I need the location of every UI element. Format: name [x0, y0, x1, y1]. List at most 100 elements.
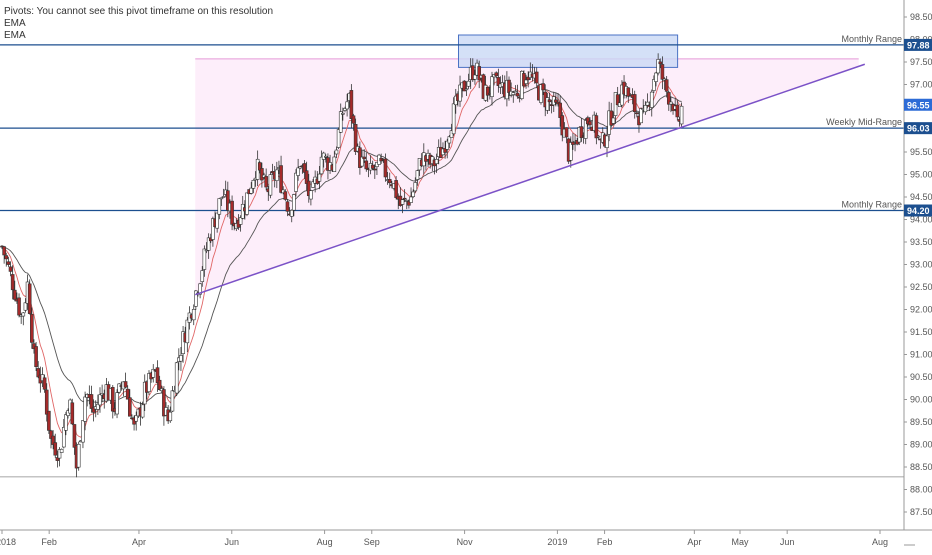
- pivots-legend[interactable]: Pivots: You cannot see this pivot timefr…: [4, 6, 274, 17]
- price-tick-label: 95.50: [910, 147, 932, 157]
- candle-body: [411, 191, 415, 197]
- candle-body: [285, 201, 290, 212]
- candle-body: [155, 367, 160, 383]
- candle-body: [4, 255, 9, 260]
- candle-body: [89, 394, 94, 409]
- price-tick-label: 92.50: [910, 282, 932, 292]
- time-axis-background: [0, 530, 932, 550]
- candle-body: [639, 108, 643, 124]
- candle-body: [649, 91, 654, 108]
- candle-body: [336, 129, 341, 148]
- candle-body: [125, 388, 130, 400]
- candle-body: [477, 66, 481, 81]
- candle-body: [251, 180, 256, 189]
- candle-body: [123, 381, 128, 388]
- candle-body: [219, 197, 224, 200]
- candle-body: [341, 113, 345, 115]
- time-tick-label: Apr: [687, 537, 701, 547]
- time-tick-label: Nov: [457, 537, 474, 547]
- candle-body: [362, 156, 366, 160]
- candle-body: [360, 156, 364, 167]
- candle-body: [615, 94, 620, 106]
- price-axis[interactable]: 87.50 88.00 88.50 89.00 89.50 90.00 90.50 91.00…: [903, 0, 932, 550]
- candle-body: [296, 167, 300, 176]
- time-tick-label: 2019: [547, 537, 567, 547]
- candle-body: [319, 156, 324, 175]
- candle-body: [462, 80, 467, 92]
- candle-body: [494, 72, 499, 77]
- candle-body: [334, 149, 339, 155]
- candle-body: [306, 180, 311, 197]
- candle-body: [620, 84, 624, 106]
- time-tick-label: Sep: [364, 537, 380, 547]
- candle-body: [353, 124, 358, 152]
- candle-body: [332, 156, 337, 173]
- time-tick-label: Jun: [225, 537, 240, 547]
- horizontal-levels: Monthly Range Weekly Mid-Range Monthly Ran…: [0, 34, 904, 478]
- candle-body: [61, 427, 66, 448]
- candle-body: [583, 120, 588, 139]
- candle-body: [317, 173, 322, 182]
- candle-body: [526, 76, 530, 81]
- price-tick-label: 93.50: [910, 237, 932, 247]
- candle-body: [302, 163, 307, 173]
- candle-body: [140, 404, 145, 418]
- ema-legend-1[interactable]: EMA: [4, 18, 26, 29]
- level-price-tag: 94.20: [907, 206, 930, 216]
- candle-body: [162, 389, 166, 417]
- candle-body: [268, 174, 273, 196]
- candle-body: [605, 135, 609, 148]
- candle-body: [221, 196, 226, 198]
- candle-body: [473, 74, 477, 80]
- candle-body: [279, 165, 283, 193]
- candle-body: [96, 403, 100, 410]
- candle-body: [404, 200, 409, 202]
- candle-body: [507, 79, 511, 93]
- candle-body: [652, 79, 656, 91]
- candle-body: [400, 199, 405, 205]
- candle-body: [364, 160, 369, 170]
- candle-body: [511, 92, 516, 95]
- price-tick-label: 93.00: [910, 260, 932, 270]
- candle-body: [449, 130, 454, 138]
- level-label: Monthly Range: [841, 200, 902, 210]
- candle-body: [571, 141, 575, 145]
- candle-body: [298, 166, 303, 169]
- price-tick-label: 92.00: [910, 305, 932, 315]
- ema-legend-2[interactable]: EMA: [4, 30, 26, 41]
- candle-body: [402, 197, 407, 200]
- candle-body: [44, 389, 49, 415]
- candle-body: [8, 266, 13, 272]
- price-tick-label: 94.50: [910, 192, 932, 202]
- candle-body: [76, 443, 81, 468]
- candle-body: [185, 319, 190, 344]
- candle-body: [179, 355, 183, 362]
- candle-body: [611, 117, 616, 124]
- candle-body: [55, 457, 60, 461]
- candle-body: [6, 261, 11, 265]
- level-price-tag: 96.03: [907, 124, 930, 134]
- candle-body: [249, 187, 254, 194]
- candle-body: [387, 178, 392, 184]
- candle-body: [588, 121, 592, 126]
- candle-body: [324, 155, 328, 158]
- candle-body: [206, 237, 211, 251]
- level-price-tag-bg: [904, 38, 932, 51]
- time-axis[interactable]: 2018 Feb Apr Jun Aug Sep Nov 2019 Feb Apr May Jun Au…: [0, 529, 932, 550]
- candle-body: [309, 190, 313, 200]
- candle-body: [49, 430, 53, 439]
- candle-body: [349, 90, 354, 119]
- candle-body: [579, 126, 584, 139]
- candle-body: [409, 196, 413, 203]
- candle-body: [226, 190, 230, 211]
- candle-body: [275, 169, 279, 181]
- candle-body: [2, 246, 6, 256]
- candle-body: [47, 410, 51, 431]
- candle-body: [264, 176, 268, 188]
- candle-body: [292, 194, 296, 211]
- candle-body: [496, 77, 501, 86]
- candle-body: [664, 79, 669, 92]
- candle-body: [238, 217, 243, 225]
